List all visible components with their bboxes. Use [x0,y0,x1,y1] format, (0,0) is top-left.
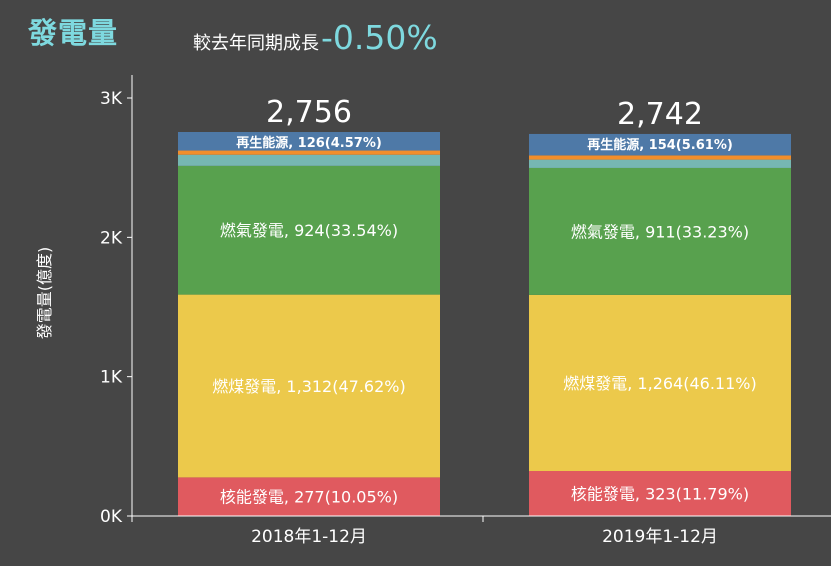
bar-group: 核能發電, 323(11.79%) 燃煤發電, 1,264(46.11%) 燃氣發電… [529,97,791,516]
segment-label: 再生能源, 126(4.57%) [236,135,382,151]
segment-label: 燃氣發電, 911(33.23%) [571,222,749,241]
y-tick-label: 3K [100,89,123,109]
x-tick-label: 2018年1-12月 [251,527,367,547]
bar-total-label: 2,742 [617,97,703,132]
bar-group: 核能發電, 277(10.05%) 燃煤發電, 1,312(47.62%) 燃氣發電… [178,95,440,516]
x-tick-label: 2019年1-12月 [602,527,718,547]
bar-segment-nuclear [178,477,440,516]
y-tick-label: 2K [100,228,123,248]
segment-label: 燃煤發電, 1,312(47.62%) [212,377,405,396]
bar-segment-gas [529,167,791,295]
bar-segment-renewable [529,133,791,156]
bar-segment-coal [529,294,791,471]
y-axis: 0K 1K 2K 3K [100,75,133,527]
bar-segment-other-teal [178,154,440,166]
x-axis: 2018年1-12月 2019年1-12月 [131,515,831,547]
segment-label: 燃煤發電, 1,264(46.11%) [563,374,756,393]
bars: 核能發電, 277(10.05%) 燃煤發電, 1,312(47.62%) 燃氣發電… [178,95,791,516]
y-axis-label: 發電量(億度) [35,247,54,340]
segment-label: 核能發電, 323(11.79%) [571,484,749,503]
bar-segment-nuclear [529,470,791,516]
growth-indicator: 較去年同期成長 -0.50% [193,18,438,57]
segment-label: 再生能源, 154(5.61%) [587,137,733,153]
bar-segment-renewable [178,131,440,151]
bar-total-label: 2,756 [266,95,352,130]
y-tick-label: 1K [100,368,123,388]
bar-segment-coal [178,294,440,478]
growth-label: 較去年同期成長 [193,33,319,54]
growth-value: -0.50% [321,18,438,57]
y-tick-label: 0K [100,507,123,527]
bar-segment-other-teal [529,159,791,168]
page-title: 發電量 [28,16,119,50]
segment-label: 燃氣發電, 924(33.54%) [220,221,398,240]
bar-segment-other-orange [529,155,791,160]
segment-label: 核能發電, 277(10.05%) [220,488,398,507]
bar-segment-other-orange [178,150,440,155]
bar-segment-gas [178,165,440,295]
